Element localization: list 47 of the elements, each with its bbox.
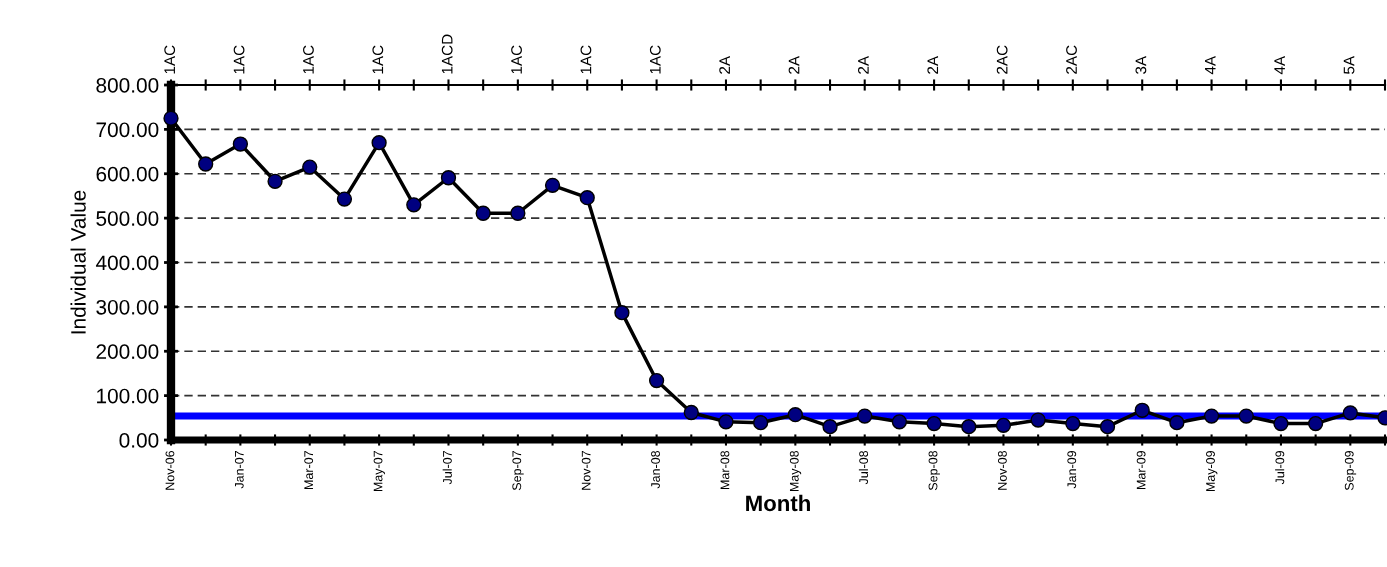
x-axis-title: Month: [746, 494, 810, 512]
x-tick-label: Jul-09: [1275, 451, 1285, 485]
annotation: 4A: [1274, 55, 1285, 75]
annotation: 1AC: [372, 45, 384, 74]
annotation: 1AC: [649, 45, 661, 74]
annotation: 2AC: [996, 45, 1008, 74]
y-tick-label: 400.00: [95, 255, 159, 271]
annotation: 5A: [1343, 55, 1355, 74]
x-tick-label: Jan-08: [651, 450, 660, 489]
x-tick-label: Mar-08: [720, 450, 730, 489]
y-tick-label: 600.00: [96, 166, 159, 182]
x-tick-label: Sep-09: [1344, 451, 1357, 491]
y-tick-label: 500.00: [96, 211, 159, 226]
x-tick-label: Jan-09: [1067, 451, 1077, 489]
annotation: 2A: [927, 55, 939, 74]
y-tick-label: 100.00: [97, 388, 159, 404]
annotation: 4A: [1205, 55, 1216, 75]
x-tick-label: Jan-07: [234, 451, 244, 489]
x-tick-label: Sep-08: [928, 450, 940, 491]
annotation: 1AC: [580, 45, 592, 74]
annotation: 1AC: [164, 45, 176, 74]
annotation: 3A: [1135, 55, 1147, 74]
annotation: 2A: [858, 55, 869, 74]
annotation: 2A: [788, 55, 800, 74]
x-tick-label: Sep-07: [512, 451, 524, 491]
annotation: 1AC: [303, 45, 314, 74]
x-tick-label: Nov-08: [997, 450, 1007, 490]
annotation: 1ACD: [441, 34, 453, 74]
x-tick-label: May-08: [789, 450, 802, 492]
x-tick-label: Mar-09: [1136, 451, 1146, 489]
x-tick-label: Nov-06: [165, 450, 175, 490]
annotation: 2AC: [1066, 45, 1077, 74]
y-tick-label: 700.00: [96, 122, 159, 138]
y-axis-title: Individual Value: [70, 190, 86, 334]
y-tick-label: 800.00: [96, 78, 159, 93]
annotation: 2A: [719, 55, 730, 74]
annotation: 1AC: [511, 45, 522, 74]
x-tick-label: Nov-07: [581, 451, 591, 490]
y-tick-label: 0.00: [119, 433, 159, 448]
x-tick-label: Jul-08: [858, 450, 869, 485]
y-tick-label: 300.00: [96, 299, 159, 315]
annotation: 1AC: [233, 45, 245, 74]
x-tick-label: May-09: [1206, 451, 1218, 492]
x-tick-label: Mar-07: [304, 451, 314, 489]
x-tick-label: May-07: [373, 451, 385, 492]
y-tick-label: 200.00: [96, 344, 159, 359]
x-tick-label: Jul-07: [442, 451, 452, 485]
